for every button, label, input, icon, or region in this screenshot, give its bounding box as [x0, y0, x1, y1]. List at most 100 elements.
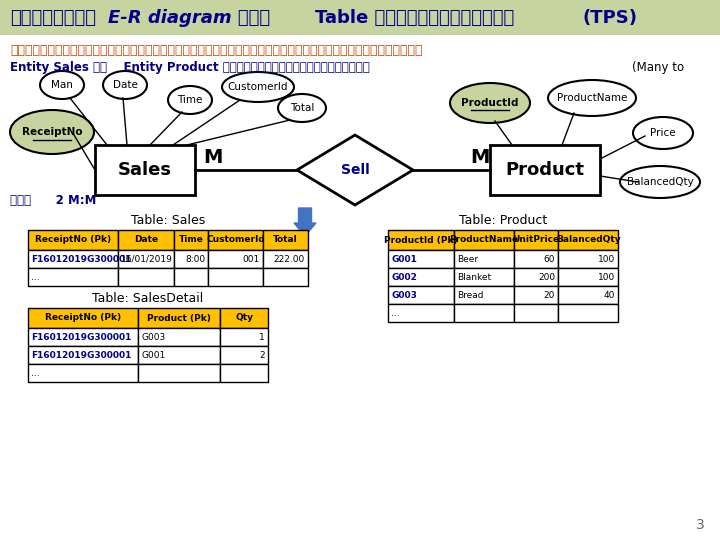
Bar	[138, 308, 220, 328]
Ellipse shape	[278, 94, 326, 122]
Text: Table แบบมความสมพนธ: Table แบบมความสมพนธ	[315, 9, 514, 27]
Bar	[490, 145, 600, 195]
Text: Table: Product: Table: Product	[459, 213, 547, 226]
Text: F16012019G300001: F16012019G300001	[31, 333, 131, 341]
Text: Man: Man	[51, 80, 73, 90]
Text: UnitPrice: UnitPrice	[513, 235, 559, 245]
Text: F16012019G300001: F16012019G300001	[31, 254, 131, 264]
Text: CustomerId: CustomerId	[228, 82, 288, 92]
Bar	[454, 286, 514, 304]
Ellipse shape	[40, 71, 84, 99]
Bar	[174, 268, 208, 286]
FancyArrow shape	[294, 208, 316, 236]
Text: Date: Date	[112, 80, 138, 90]
Bar	[388, 250, 454, 268]
Text: การเปลยน: การเปลยน	[10, 9, 96, 27]
Text: ReceiptNo (Pk): ReceiptNo (Pk)	[35, 235, 111, 245]
Text: 222.00: 222.00	[274, 254, 305, 264]
Text: Time: Time	[179, 235, 204, 245]
Bar	[454, 304, 514, 322]
Text: Qty: Qty	[235, 314, 253, 322]
Bar	[388, 268, 454, 286]
Bar	[558, 304, 618, 322]
Text: 3: 3	[696, 518, 705, 532]
Bar	[28, 364, 138, 382]
Text: 40: 40	[603, 291, 615, 300]
Bar	[138, 364, 220, 382]
Bar	[514, 286, 558, 304]
Text: Total: Total	[273, 235, 298, 245]
Text: Bread: Bread	[457, 291, 484, 300]
Bar	[138, 328, 220, 346]
Text: G001: G001	[391, 254, 417, 264]
Bar	[0, 0, 720, 35]
Text: Beer: Beer	[457, 254, 478, 264]
Bar	[558, 230, 618, 250]
Text: G002: G002	[391, 273, 417, 281]
Bar	[454, 250, 514, 268]
Text: ReceiptNo: ReceiptNo	[22, 127, 82, 137]
Ellipse shape	[633, 117, 693, 149]
Text: 100: 100	[598, 273, 615, 281]
Text: ReceiptNo (Pk): ReceiptNo (Pk)	[45, 314, 121, 322]
Ellipse shape	[168, 86, 212, 114]
Text: Product (Pk): Product (Pk)	[147, 314, 211, 322]
Bar	[454, 268, 514, 286]
Bar	[208, 250, 263, 268]
Ellipse shape	[548, 80, 636, 116]
Text: ProductName: ProductName	[449, 235, 518, 245]
Ellipse shape	[450, 83, 530, 123]
Bar	[558, 268, 618, 286]
Bar	[28, 250, 118, 268]
Text: 001: 001	[243, 254, 260, 264]
Bar	[514, 268, 558, 286]
Text: ProductId (Pk): ProductId (Pk)	[384, 235, 458, 245]
Bar	[28, 328, 138, 346]
Text: Time: Time	[177, 95, 203, 105]
Bar	[174, 250, 208, 268]
Text: G003: G003	[391, 291, 417, 300]
Bar	[118, 230, 174, 250]
Bar	[28, 230, 118, 250]
Text: 100: 100	[598, 254, 615, 264]
Bar	[220, 328, 268, 346]
Text: BalancedQty: BalancedQty	[626, 177, 693, 187]
Bar	[514, 304, 558, 322]
Text: 8:00: 8:00	[185, 254, 205, 264]
Bar	[388, 230, 454, 250]
Text: 60: 60	[544, 254, 555, 264]
Text: M: M	[470, 148, 490, 167]
Text: ProductName: ProductName	[557, 93, 627, 103]
Text: Table: Sales: Table: Sales	[131, 213, 205, 226]
Text: (TPS): (TPS)	[583, 9, 638, 27]
Text: Sales: Sales	[118, 161, 172, 179]
Bar	[95, 145, 195, 195]
Bar	[263, 268, 308, 286]
Text: รปท      2 M:M: รปท 2 M:M	[10, 193, 96, 206]
Bar	[263, 250, 308, 268]
Bar	[220, 308, 268, 328]
Text: ...: ...	[31, 368, 40, 377]
Bar	[388, 304, 454, 322]
Bar	[28, 308, 138, 328]
Text: Price: Price	[650, 128, 676, 138]
Bar	[558, 286, 618, 304]
Text: Sell: Sell	[341, 163, 369, 177]
Bar	[263, 230, 308, 250]
Bar	[118, 268, 174, 286]
Text: G003: G003	[141, 333, 166, 341]
Text: 16/01/2019: 16/01/2019	[121, 254, 173, 264]
Bar	[454, 230, 514, 250]
Bar	[388, 286, 454, 304]
Text: Blanket: Blanket	[457, 273, 491, 281]
Bar	[208, 230, 263, 250]
Bar	[220, 346, 268, 364]
Text: Product: Product	[505, 161, 585, 179]
Text: 2: 2	[259, 350, 265, 360]
Text: M: M	[203, 148, 222, 167]
Bar	[514, 230, 558, 250]
Text: G001: G001	[141, 350, 166, 360]
Polygon shape	[297, 135, 413, 205]
Text: 1: 1	[259, 333, 265, 341]
Text: Total: Total	[290, 103, 314, 113]
